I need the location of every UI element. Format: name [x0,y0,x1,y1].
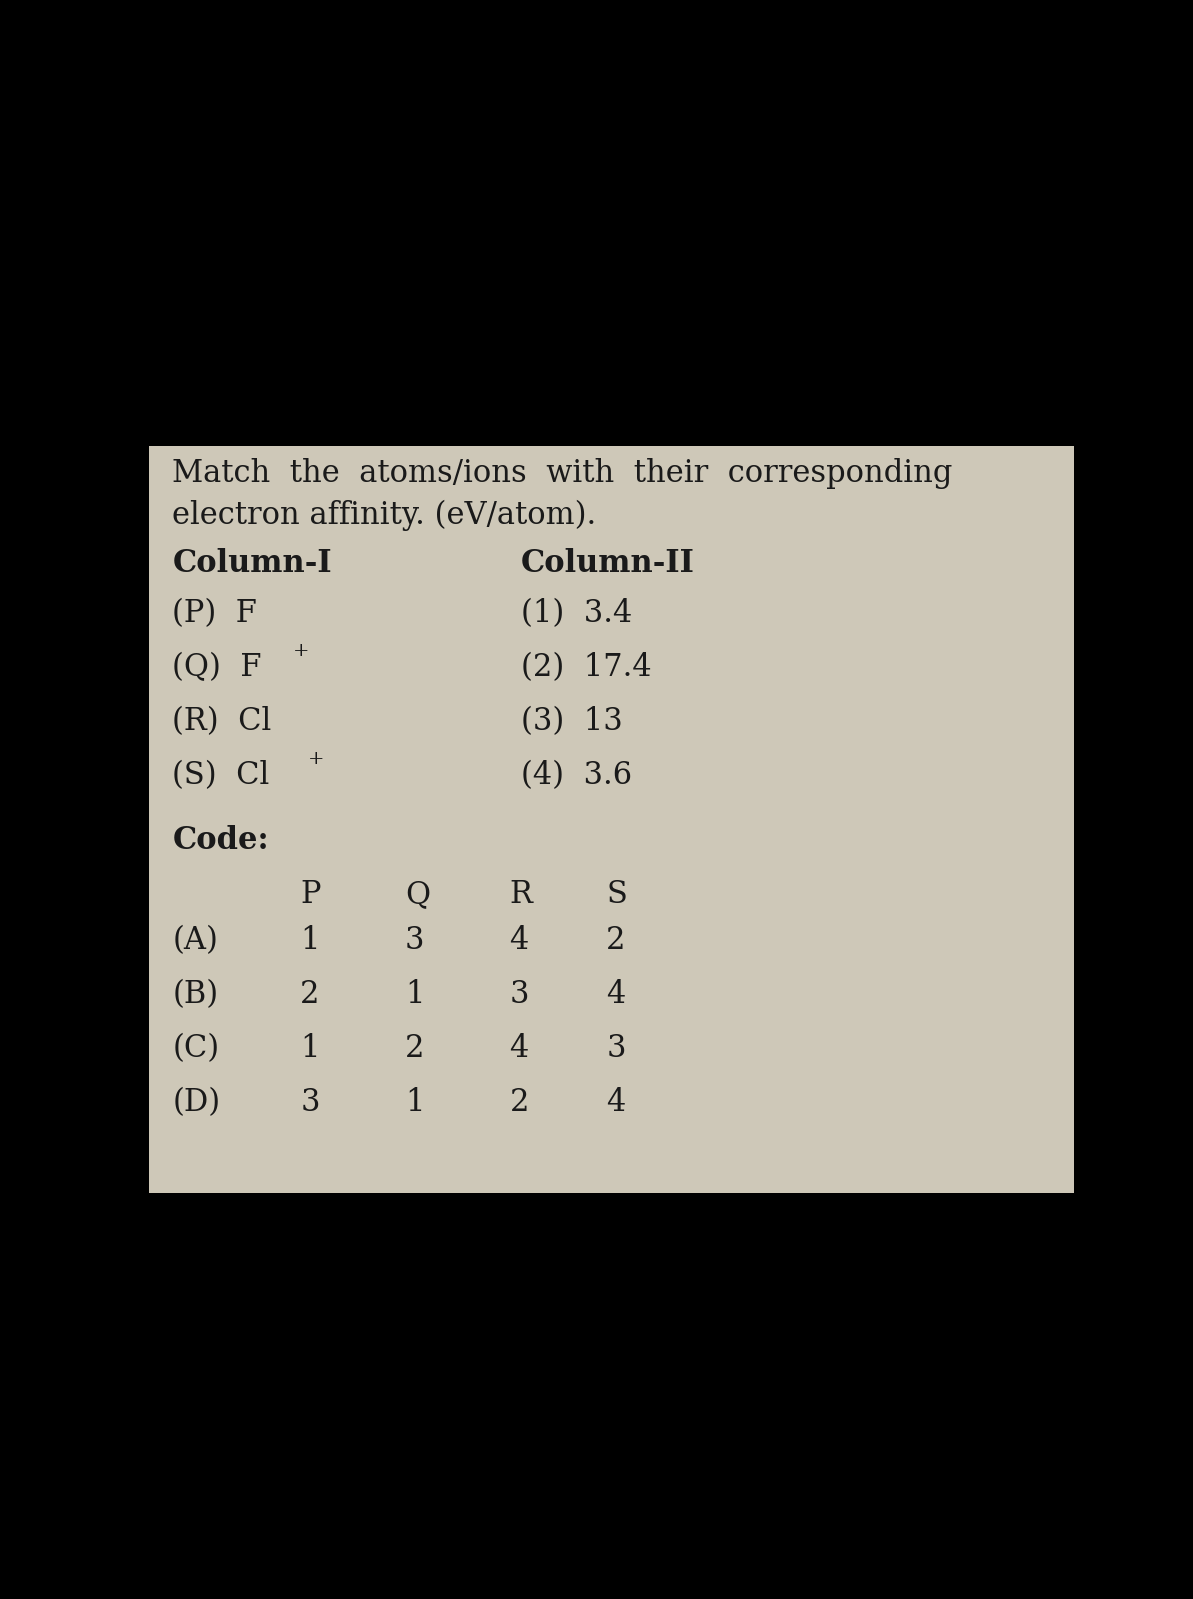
Text: 3: 3 [509,979,528,1011]
Text: 4: 4 [509,924,528,956]
FancyBboxPatch shape [149,446,1074,1193]
Text: 2: 2 [509,1087,528,1118]
Text: P: P [301,879,321,910]
Text: (P)  F: (P) F [172,598,258,630]
Text: (D): (D) [172,1087,221,1118]
Text: +: + [308,750,324,768]
Text: (S)  Cl: (S) Cl [172,760,270,792]
Text: electron affinity. (eV/atom).: electron affinity. (eV/atom). [172,500,596,531]
Text: +: + [292,643,309,660]
Text: 3: 3 [404,924,425,956]
Text: (Q)  F: (Q) F [172,652,262,683]
Text: 4: 4 [606,1087,625,1118]
Text: (R)  Cl: (R) Cl [172,707,272,737]
Text: 2: 2 [404,1033,425,1063]
Text: Match  the  atoms/ions  with  their  corresponding: Match the atoms/ions with their correspo… [172,457,953,489]
Text: Code:: Code: [172,825,270,855]
Text: (4)  3.6: (4) 3.6 [521,760,632,792]
Text: 1: 1 [301,1033,320,1063]
Text: 3: 3 [301,1087,320,1118]
Text: 2: 2 [301,979,320,1011]
Text: 1: 1 [404,979,425,1011]
Text: 4: 4 [509,1033,528,1063]
Text: 1: 1 [301,924,320,956]
Text: Q: Q [404,879,429,910]
Text: (B): (B) [172,979,218,1011]
Text: Column-II: Column-II [521,547,696,579]
Text: Column-I: Column-I [172,547,332,579]
Text: 3: 3 [606,1033,626,1063]
Text: (3)  13: (3) 13 [521,707,623,737]
Text: (C): (C) [172,1033,220,1063]
Text: (A): (A) [172,924,218,956]
Text: 2: 2 [606,924,626,956]
Text: (1)  3.4: (1) 3.4 [521,598,632,630]
Text: S: S [606,879,628,910]
Text: (2)  17.4: (2) 17.4 [521,652,651,683]
Text: 1: 1 [404,1087,425,1118]
Text: R: R [509,879,532,910]
Text: 4: 4 [606,979,625,1011]
